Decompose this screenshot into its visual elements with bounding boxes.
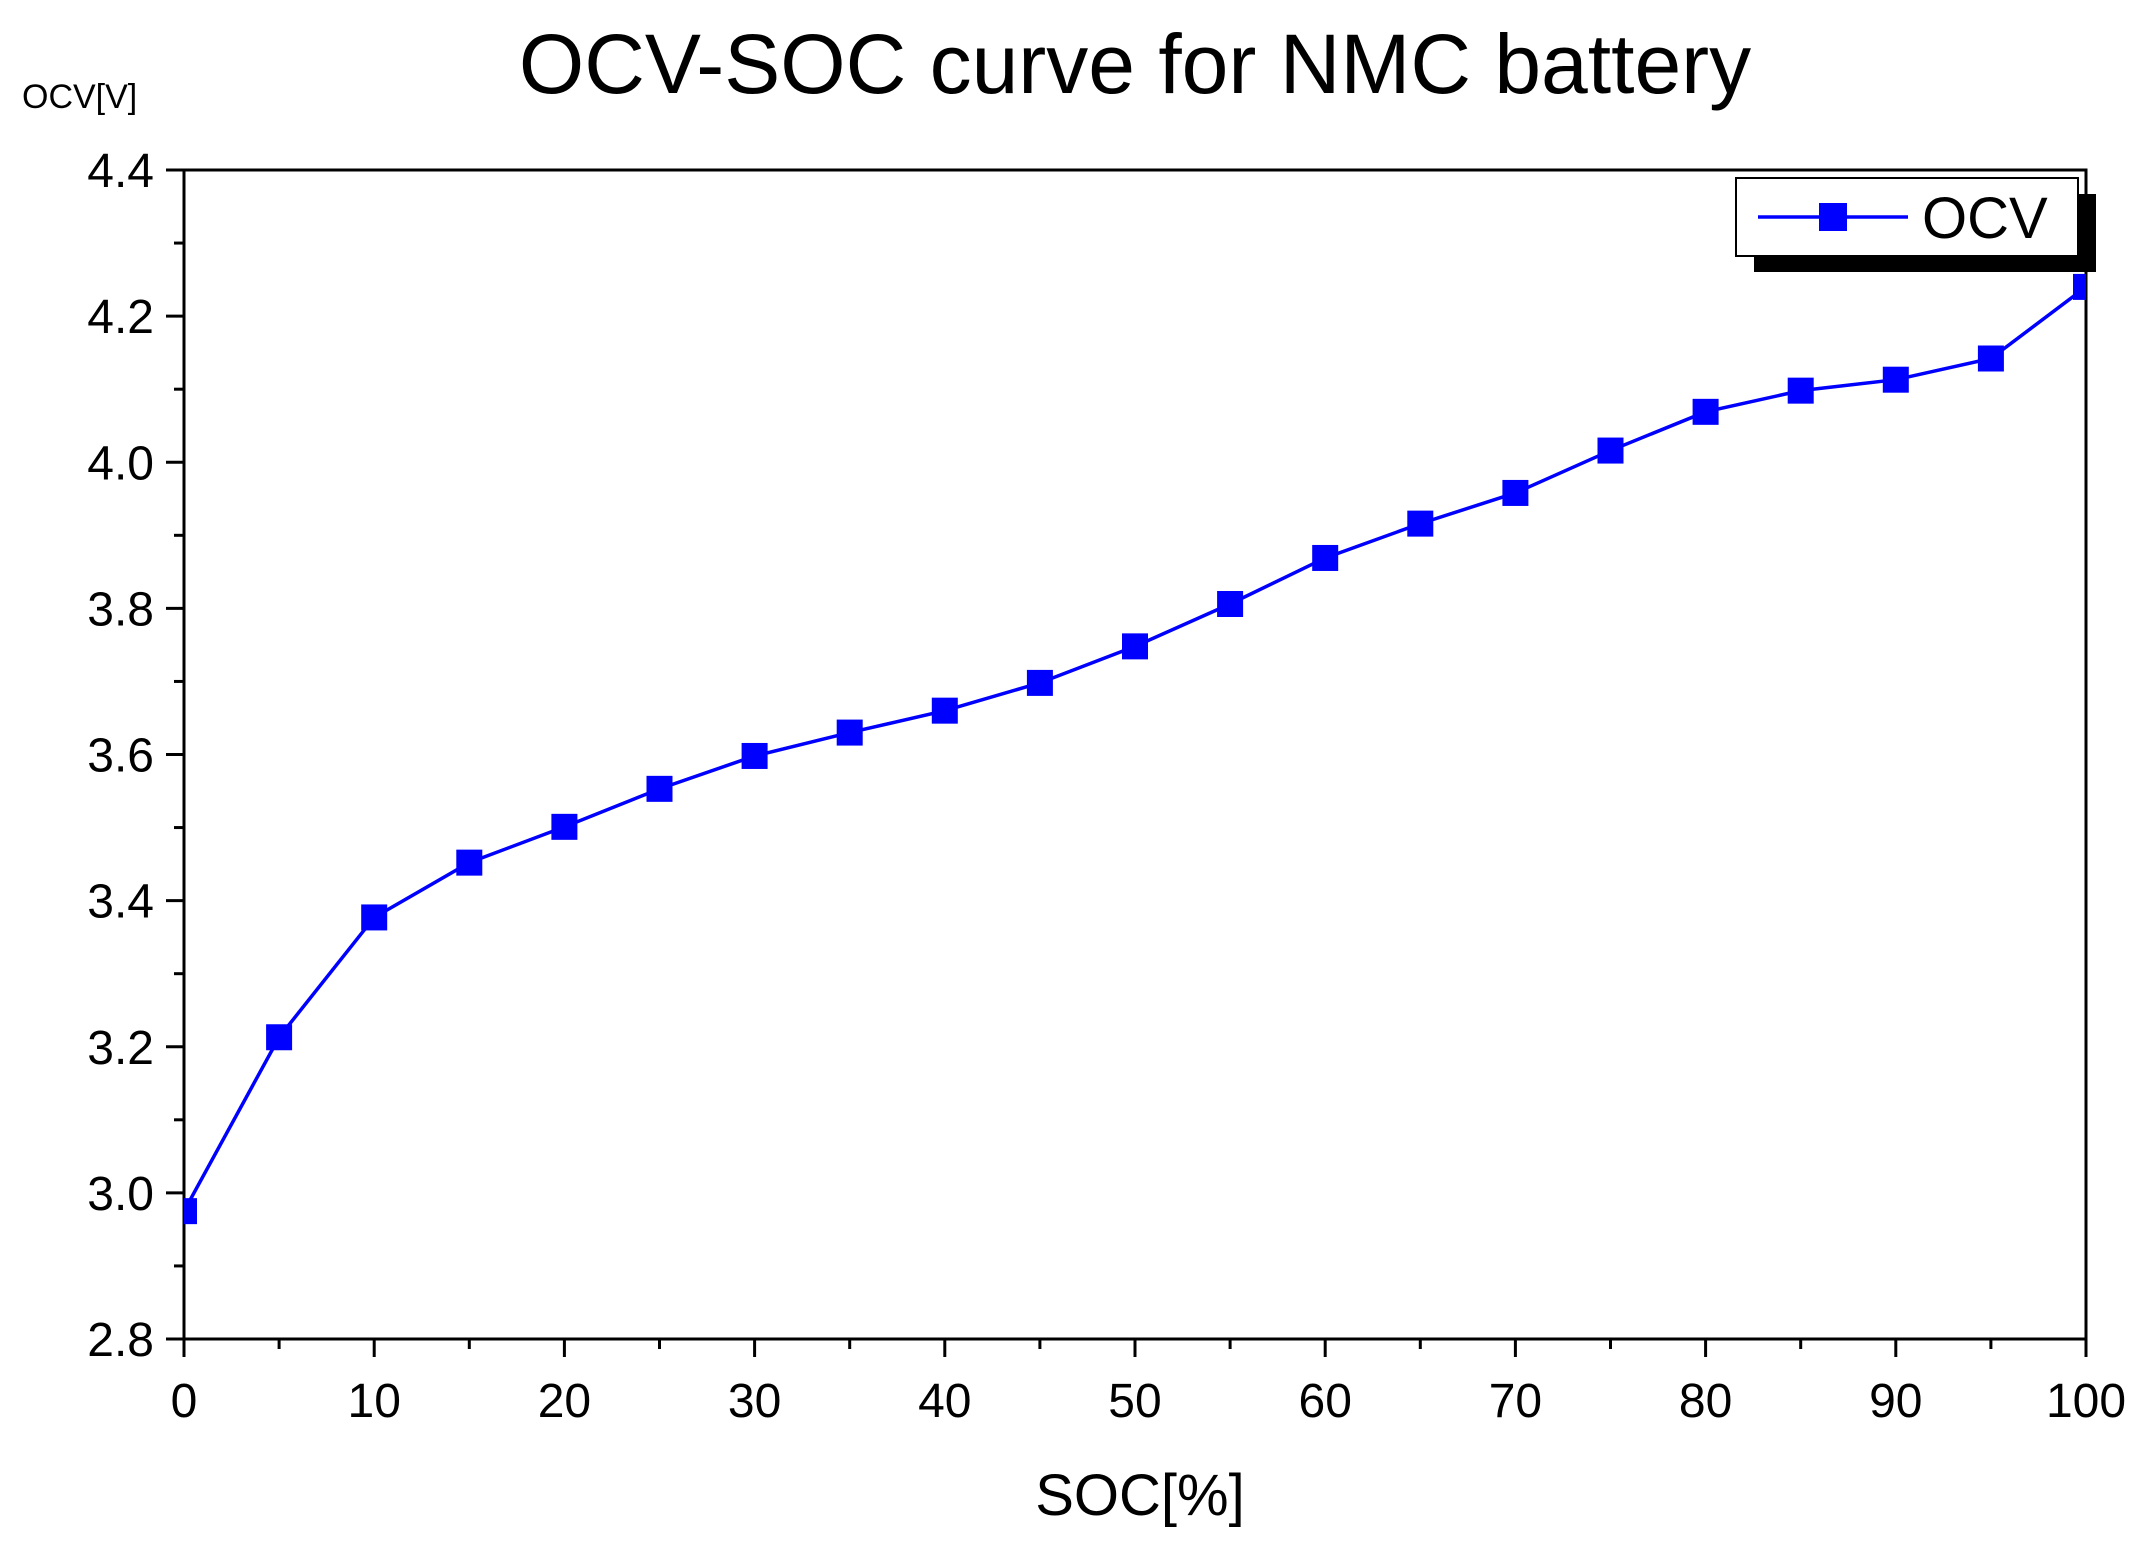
y-tick-label: 3.6 <box>87 730 154 783</box>
data-point <box>1026 669 1053 696</box>
y-tick-label: 4.0 <box>87 437 154 490</box>
x-tick-label: 20 <box>538 1375 591 1428</box>
y-axis-label: OCV[V] <box>22 78 137 116</box>
chart-title: OCV-SOC curve for NMC battery <box>519 17 1751 111</box>
data-point <box>1597 437 1624 464</box>
data-point <box>1882 366 1909 393</box>
y-tick-label: 3.0 <box>87 1168 154 1221</box>
y-tick-label: 3.2 <box>87 1022 154 1075</box>
x-axis-label: SOC[%] <box>1035 1463 1245 1528</box>
series-layer <box>184 273 2086 1225</box>
data-point <box>266 1024 293 1051</box>
plot-frame <box>182 168 2088 1341</box>
data-point <box>184 1198 197 1225</box>
x-tick-label: 70 <box>1489 1375 1542 1428</box>
legend: OCV <box>1735 177 2096 272</box>
data-point <box>361 904 388 931</box>
y-tick-label: 3.8 <box>87 583 154 636</box>
series-line <box>184 285 2086 1212</box>
y-tick-label: 4.2 <box>87 291 154 344</box>
data-point <box>456 849 483 876</box>
data-point <box>836 719 863 746</box>
legend-label: OCV <box>1922 186 2048 251</box>
data-point <box>1502 479 1529 506</box>
y-tick-label: 3.4 <box>87 876 154 929</box>
data-point <box>2073 273 2086 300</box>
data-point <box>1122 633 1148 660</box>
x-tick-label: 30 <box>728 1375 781 1428</box>
x-tick-label: 100 <box>2046 1375 2126 1428</box>
x-tick-label: 80 <box>1679 1375 1732 1428</box>
data-point <box>1217 590 1244 617</box>
data-point <box>551 813 578 840</box>
axes: 0 10 20 30 40 50 60 70 80 90 100 2.8 3.0 3.2 3.4 3.6 3.8… <box>87 145 2126 1428</box>
data-point <box>1312 544 1339 571</box>
data-point <box>931 697 958 724</box>
x-tick-label: 90 <box>1869 1375 1922 1428</box>
legend-marker <box>1819 203 1847 231</box>
data-point <box>1977 345 2004 372</box>
data-point <box>1407 510 1434 537</box>
data-point <box>1787 377 1814 404</box>
data-point <box>646 775 673 802</box>
y-tick-label: 4.4 <box>87 145 154 198</box>
x-tick-label: 0 <box>171 1375 198 1428</box>
y-tick-label: 2.8 <box>87 1314 154 1367</box>
x-tick-label: 60 <box>1299 1375 1352 1428</box>
data-point <box>741 742 768 769</box>
x-tick-label: 40 <box>918 1375 971 1428</box>
x-tick-label: 10 <box>348 1375 401 1428</box>
data-point <box>1692 398 1719 425</box>
series-ocv <box>184 273 2086 1225</box>
x-tick-label: 50 <box>1108 1375 1161 1428</box>
